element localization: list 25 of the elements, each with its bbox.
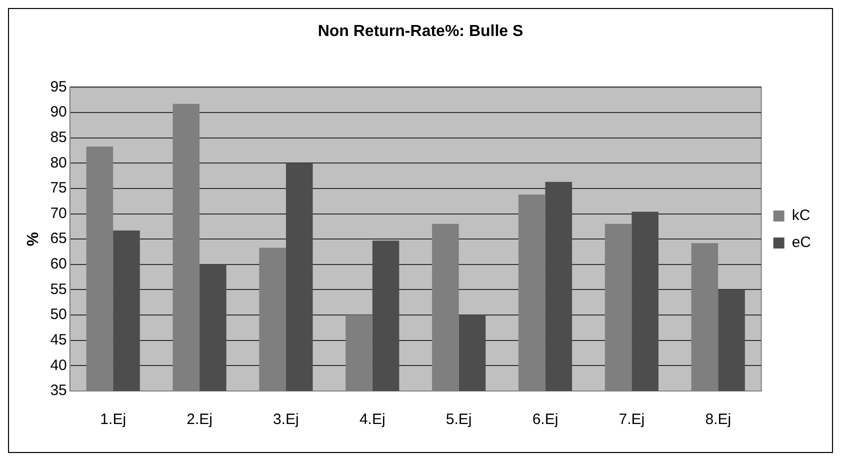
legend-label: eC <box>792 234 812 252</box>
y-tick-label: 45 <box>50 332 67 349</box>
y-axis-title: % <box>25 232 42 246</box>
y-tick-label: 50 <box>50 306 67 324</box>
x-tick-label: 4.Ej <box>359 411 386 428</box>
x-tick-label: 5.Ej <box>446 411 472 428</box>
x-tick-label: 1.Ej <box>100 411 126 428</box>
y-tick-label: 60 <box>50 256 67 273</box>
x-tick-label: 7.Ej <box>618 411 645 428</box>
y-tick-label: 40 <box>50 356 67 374</box>
y-tick-label: 55 <box>50 280 67 298</box>
chart-title: Non Return-Rate%: Bulle S <box>318 23 524 40</box>
x-tick-label: 2.Ej <box>186 411 212 428</box>
y-tick-label: 70 <box>50 204 67 222</box>
y-tick-label: 35 <box>50 382 67 400</box>
y-tick-label: 95 <box>50 78 67 96</box>
y-tick-label: 75 <box>50 180 67 197</box>
y-tick-label: 90 <box>50 104 67 121</box>
x-tick-label: 3.Ej <box>273 411 299 428</box>
legend-label: kC <box>792 207 810 224</box>
x-tick-label: 8.Ej <box>705 411 732 428</box>
y-tick-label: 80 <box>50 154 67 172</box>
x-tick-label: 6.Ej <box>532 411 558 428</box>
y-tick-label: 65 <box>50 230 67 248</box>
y-tick-label: 85 <box>50 128 67 146</box>
